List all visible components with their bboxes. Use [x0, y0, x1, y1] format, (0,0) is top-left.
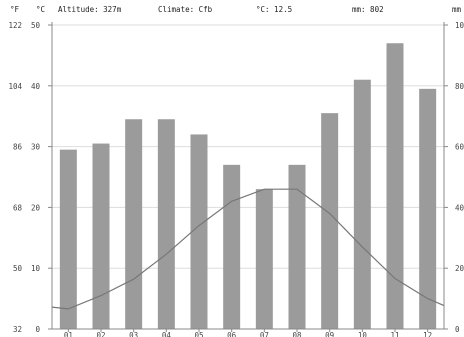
fahrenheit-tick-label: 86 — [13, 143, 23, 152]
month-tick-label: 02 — [96, 331, 105, 337]
fahrenheit-unit-label: °F — [10, 5, 20, 14]
month-tick-label: 12 — [423, 331, 432, 337]
fahrenheit-tick-label: 122 — [8, 21, 22, 30]
precipitation-bar — [223, 164, 241, 329]
month-tick-label: 10 — [358, 331, 368, 337]
grid-lines — [52, 24, 444, 269]
temperature-line — [51, 188, 445, 310]
precipitation-bar — [353, 79, 371, 329]
fahrenheit-tick-label: 50 — [13, 264, 23, 273]
fahrenheit-tick-label: 104 — [8, 82, 22, 91]
celsius-unit-label: °C — [36, 5, 45, 14]
chart-header: °F °C Altitude: 327m Climate: Cfb °C: 12… — [10, 5, 462, 14]
precipitation-tick-label: 60 — [455, 143, 464, 152]
precipitation-bar — [288, 164, 306, 329]
month-tick-label: 08 — [292, 331, 302, 337]
precipitation-bar — [157, 119, 175, 330]
precipitation-bar — [190, 134, 208, 329]
month-tick-label: 09 — [325, 331, 334, 337]
precipitation-bar — [419, 88, 437, 329]
climate-label: Climate: Cfb — [158, 5, 213, 14]
fahrenheit-tick-label: 68 — [13, 203, 23, 212]
celsius-tick-label: 10 — [31, 264, 41, 273]
celsius-tick-label: 20 — [31, 203, 41, 212]
month-tick-label: 06 — [227, 331, 237, 337]
tick-labels: 0 32 0 10 50 20 20 68 40 30 86 60 40 104 80 50 122 100 01 0… — [8, 21, 464, 337]
celsius-tick-label: 30 — [31, 143, 41, 152]
celsius-tick-label: 40 — [31, 82, 41, 91]
precipitation-bar — [386, 43, 404, 330]
month-tick-label: 05 — [194, 331, 203, 337]
month-tick-label: 07 — [260, 331, 269, 337]
month-tick-label: 04 — [162, 331, 172, 337]
precipitation-bar — [59, 149, 77, 329]
precipitation-bars — [59, 43, 437, 330]
altitude-label: Altitude: 327m — [58, 5, 122, 14]
precipitation-tick-label: 0 — [455, 325, 460, 334]
precipitation-bar — [255, 189, 273, 329]
month-tick-label: 01 — [64, 331, 73, 337]
axes — [48, 22, 448, 332]
mean-temperature-label: °C: 12.5 — [256, 5, 292, 14]
total-precipitation-label: mm: 802 — [352, 5, 384, 14]
month-tick-label: 11 — [390, 331, 399, 337]
celsius-tick-label: 0 — [35, 325, 40, 334]
precipitation-bar — [321, 113, 339, 329]
fahrenheit-tick-label: 32 — [13, 325, 22, 334]
precipitation-tick-label: 20 — [455, 264, 464, 273]
precipitation-tick-label: 40 — [455, 203, 464, 212]
precipitation-tick-label: 100 — [455, 21, 464, 30]
mm-unit-label: mm — [452, 5, 462, 14]
precipitation-tick-label: 80 — [455, 82, 464, 91]
temperature-line-group — [51, 188, 445, 310]
precipitation-bar — [125, 119, 143, 330]
precipitation-bar — [92, 143, 110, 329]
month-tick-label: 03 — [129, 331, 138, 337]
celsius-tick-label: 50 — [31, 21, 41, 30]
